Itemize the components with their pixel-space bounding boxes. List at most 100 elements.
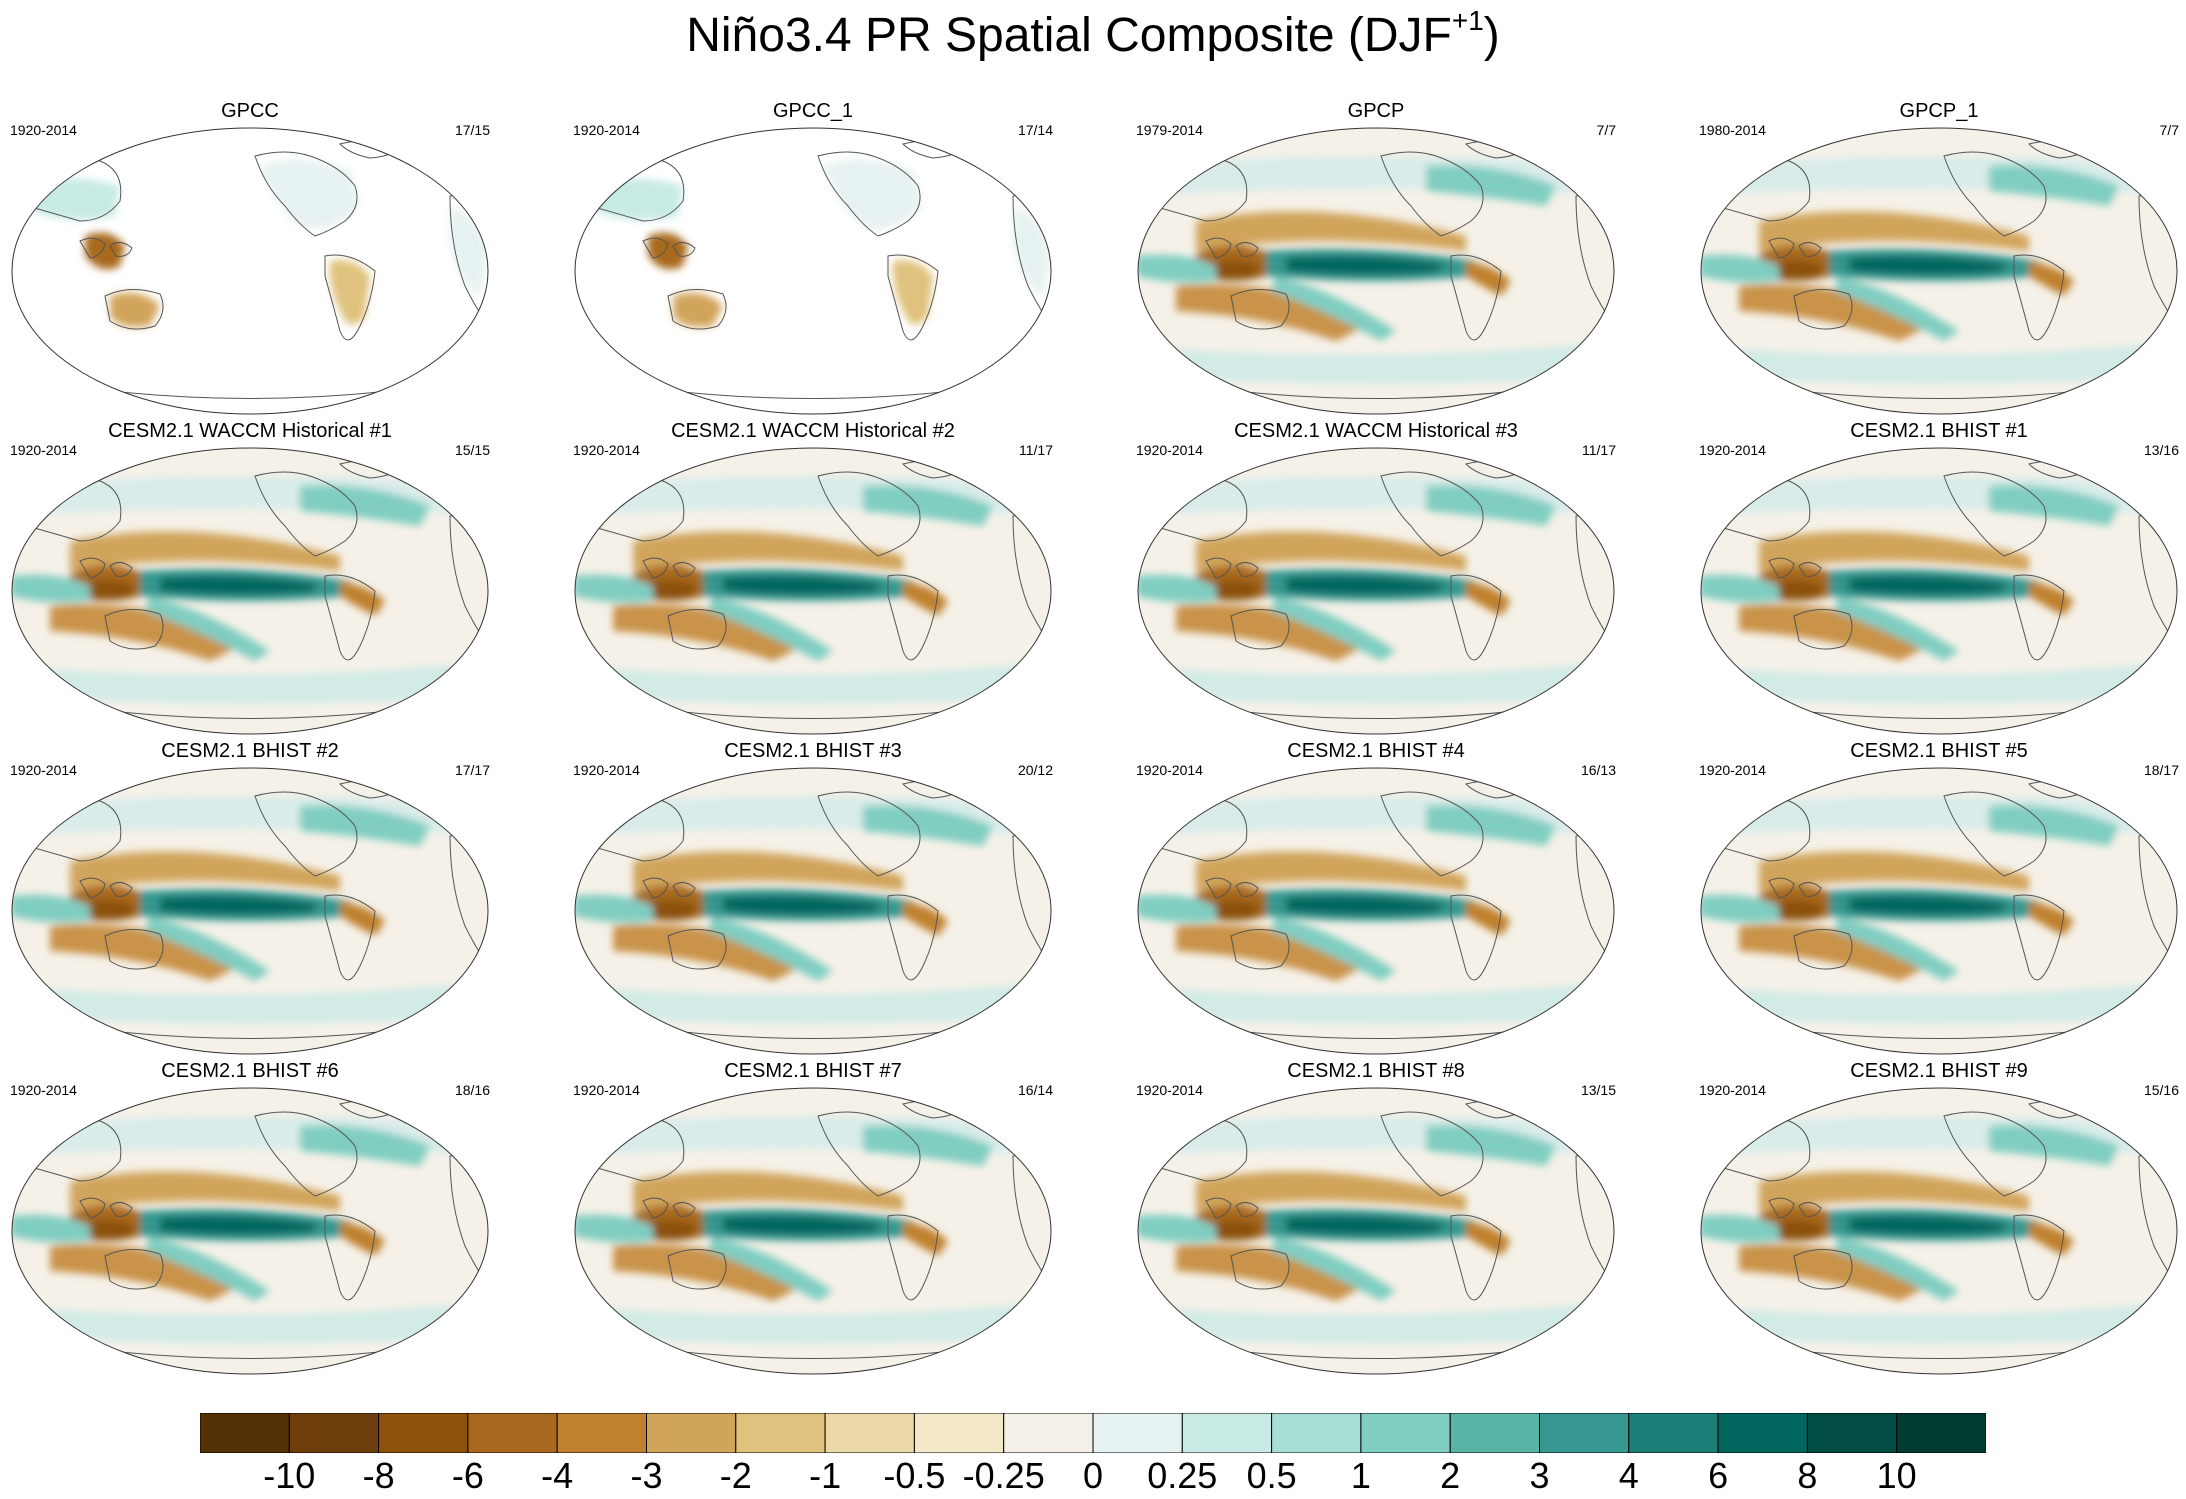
pacific-wet-core <box>1849 896 2009 915</box>
australia-field <box>110 292 160 328</box>
figure-title: Niño3.4 PR Spatial Composite (DJF+1) <box>686 5 1500 62</box>
maritime-coast-2 <box>672 882 696 897</box>
australia-coast <box>667 929 727 970</box>
north-america-wet <box>1426 1125 1556 1166</box>
map-border <box>574 767 1052 1055</box>
map-border <box>1137 767 1615 1055</box>
colorbar-segment <box>1092 1413 1183 1453</box>
australia-coast <box>1793 609 1853 650</box>
north-america-wet <box>1426 805 1556 846</box>
maritime-continent-core <box>1769 1220 1824 1241</box>
maritime-continent-core <box>1206 580 1261 601</box>
south-america-coast <box>2013 1214 2065 1301</box>
colorbar-tick-label: -3 <box>630 1455 663 1496</box>
colorbar-tick-label: -0.5 <box>883 1455 946 1496</box>
panel-title: GPCP <box>1347 100 1405 122</box>
south-america-coast <box>2013 254 2065 341</box>
map-border <box>1700 127 2178 415</box>
map-border <box>574 127 1052 415</box>
panel-count: 17/15 <box>454 122 490 138</box>
map-panel: CESM2.1 WACCM Historical #1 1920-2014 15/1… <box>0 420 500 740</box>
panel-count: 7/7 <box>1596 122 1616 138</box>
north-america-field <box>823 159 923 229</box>
panel-title: GPCC <box>221 100 279 122</box>
map-border <box>1700 447 2178 735</box>
extratropical-band-south <box>1138 981 1614 1024</box>
south-america-dry <box>2029 581 2074 616</box>
south-america-dry <box>903 901 948 936</box>
maritime-coast <box>1768 237 1795 259</box>
dry-band-north <box>1196 211 1466 251</box>
map-plot <box>1137 127 1615 415</box>
panel-years: 1920-2014 <box>10 122 77 138</box>
north-america-coast <box>817 1111 921 1197</box>
spcz-wet <box>145 596 270 661</box>
pacific-wet-core <box>1286 256 1446 275</box>
pacific-wet-core <box>1286 1216 1446 1235</box>
australia-coast <box>1793 289 1853 330</box>
colorbar-tick-label: 4 <box>1618 1455 1639 1496</box>
extratropical-band-south <box>1701 341 2177 384</box>
indian-ocean-wet <box>575 894 653 923</box>
map-panel: GPCP 1979-2014 7/7 <box>1126 100 1626 420</box>
panel-years: 1920-2014 <box>10 762 77 778</box>
map-border <box>1137 447 1615 735</box>
south-america-coast <box>1450 574 1502 661</box>
map-panel: CESM2.1 BHIST #2 1920-2014 17/17 <box>0 740 500 1060</box>
spcz-wet <box>1271 276 1396 341</box>
south-america-coast <box>324 574 376 661</box>
dry-band-north <box>70 531 340 571</box>
maritime-coast <box>642 1197 669 1219</box>
australia-field <box>673 292 723 328</box>
south-america-dry <box>1466 261 1511 296</box>
map-plot <box>11 447 489 735</box>
dry-band-south <box>1176 1244 1366 1301</box>
colorbar-segment <box>1360 1413 1451 1453</box>
colorbar-tick-label: 0.5 <box>1246 1455 1297 1496</box>
panel-count: 11/17 <box>1582 442 1616 458</box>
north-america-wet <box>1989 485 2119 526</box>
spcz-wet <box>1271 916 1396 981</box>
map-panel: GPCP_1 1980-2014 7/7 <box>1689 100 2186 420</box>
panel-years: 1920-2014 <box>573 1082 640 1098</box>
panel-title: CESM2.1 BHIST #6 <box>161 1060 339 1082</box>
south-america-dry <box>1466 581 1511 616</box>
dry-band-north <box>1759 1171 2029 1211</box>
map-border <box>11 447 489 735</box>
dry-band-south <box>50 1244 240 1301</box>
dry-band-south <box>1176 604 1366 661</box>
map-border <box>1700 767 2178 1055</box>
south-america-dry <box>1466 1221 1511 1256</box>
map-panel: CESM2.1 BHIST #6 1920-2014 18/16 <box>0 1060 500 1380</box>
pacific-wet-core <box>723 1216 883 1235</box>
dry-band-south <box>50 924 240 981</box>
panel-years: 1920-2014 <box>1699 1082 1766 1098</box>
africa-field <box>450 206 488 296</box>
maritime-coast-2 <box>109 242 133 257</box>
map-plot <box>574 127 1052 415</box>
panel-years: 1920-2014 <box>1699 442 1766 458</box>
colorbar-segment <box>1181 1413 1273 1453</box>
dry-band-south <box>1739 604 1929 661</box>
south-america-dry <box>2029 261 2074 296</box>
panel-count: 16/13 <box>1580 762 1616 778</box>
spcz-wet <box>1834 276 1959 341</box>
pacific-wet-core <box>723 576 883 595</box>
colorbar-segment <box>1003 1413 1094 1453</box>
panel-count: 18/17 <box>2143 762 2179 778</box>
maritime-coast <box>1768 557 1795 579</box>
panel-title: GPCC_1 <box>772 100 854 122</box>
australia-coast <box>1230 609 1290 650</box>
maritime-coast <box>79 1197 106 1219</box>
north-america-wet <box>1989 1125 2119 1166</box>
spcz-wet <box>1271 596 1396 661</box>
colorbar-tick-label: -2 <box>719 1455 752 1496</box>
south-america-coast <box>887 1214 939 1301</box>
panel-count: 16/14 <box>1017 1082 1053 1098</box>
colorbar-segment <box>1717 1413 1808 1453</box>
map-plot <box>574 1087 1052 1375</box>
panel-count: 17/14 <box>1017 122 1053 138</box>
dry-band-south <box>1176 284 1366 341</box>
maritime-continent-core <box>1206 900 1261 921</box>
colorbar-segment <box>1271 1413 1362 1453</box>
